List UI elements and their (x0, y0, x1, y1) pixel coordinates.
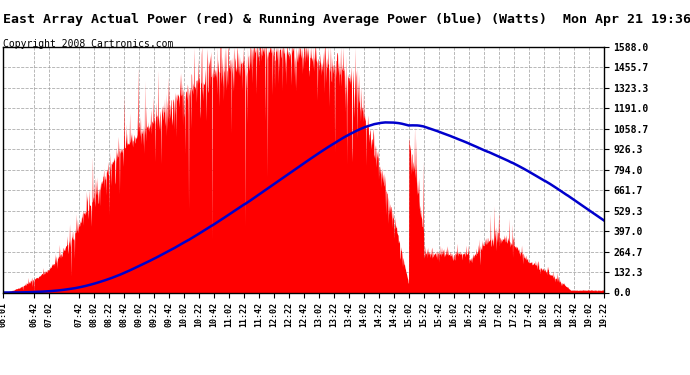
Text: East Array Actual Power (red) & Running Average Power (blue) (Watts)  Mon Apr 21: East Array Actual Power (red) & Running … (3, 13, 690, 26)
Text: Copyright 2008 Cartronics.com: Copyright 2008 Cartronics.com (3, 39, 174, 50)
